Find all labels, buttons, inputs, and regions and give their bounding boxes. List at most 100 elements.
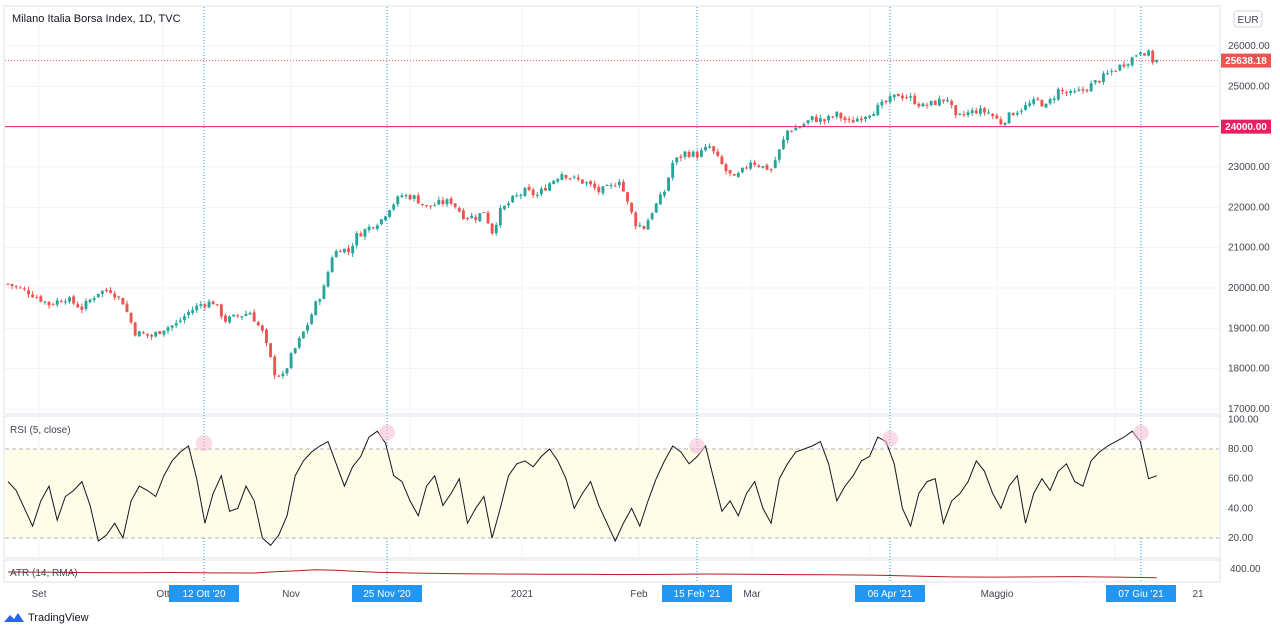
rsi-peak-marker xyxy=(882,430,898,447)
time-highlights: 12 Ott '20 25 Nov '20 15 Feb '21 06 Apr '21… xyxy=(169,585,1176,602)
candle-body xyxy=(84,301,88,309)
candle-body xyxy=(105,289,108,292)
candle-body xyxy=(999,119,1003,125)
candle-body xyxy=(18,287,22,289)
candle-body xyxy=(962,114,966,116)
candle-body xyxy=(712,146,716,152)
candle-body xyxy=(646,220,650,230)
atr-label: ATR (14, RMA) xyxy=(10,568,78,579)
candle-body xyxy=(552,180,556,184)
candle-body xyxy=(740,167,744,173)
candle-body xyxy=(486,212,490,224)
candle-body xyxy=(445,199,449,205)
candle-body xyxy=(527,186,531,191)
candle-body xyxy=(68,297,71,302)
candle-body xyxy=(1019,110,1023,112)
candle-body xyxy=(109,290,113,293)
candle-body xyxy=(991,113,995,117)
candle-body xyxy=(1155,59,1159,63)
candle-body xyxy=(798,127,802,129)
candle-body xyxy=(310,314,314,325)
candle-body xyxy=(1147,50,1151,56)
candle-body xyxy=(219,304,223,317)
rsi-tick-label: 20.00 xyxy=(1228,533,1253,544)
candle-body xyxy=(470,215,474,219)
candle-body xyxy=(601,186,605,194)
candle-body xyxy=(301,331,305,339)
candle-body xyxy=(1056,89,1060,100)
candle-body xyxy=(158,331,162,335)
time-axis[interactable]: Set Ott Nov 2021 Feb Mar Maggio 21 xyxy=(31,589,1204,600)
candle-body xyxy=(642,226,646,230)
candle-body xyxy=(683,151,687,157)
candle-body xyxy=(1032,99,1036,104)
candle-body xyxy=(289,353,293,369)
price-scale[interactable]: 17000.00 18000.00 19000.00 20000.00 21000.00… xyxy=(1228,41,1270,415)
candle-body xyxy=(995,115,999,119)
last-price-label: 25638.18 xyxy=(1225,56,1267,67)
price-tick-label: 18000.00 xyxy=(1228,364,1270,375)
candles xyxy=(6,49,1159,379)
candle-body xyxy=(777,149,781,160)
candle-body xyxy=(269,343,273,358)
candle-body xyxy=(621,181,625,192)
atr-pane xyxy=(3,559,1221,583)
candle-body xyxy=(1085,89,1089,91)
candle-body xyxy=(228,316,231,323)
candle-body xyxy=(137,331,141,337)
candle-body xyxy=(1118,64,1122,71)
level-tag: 24000.00 xyxy=(1221,119,1271,134)
candle-body xyxy=(113,293,117,298)
candle-body xyxy=(613,185,617,187)
candle-body xyxy=(457,208,461,212)
candle-body xyxy=(987,112,991,114)
candle-body xyxy=(905,97,908,99)
candle-body xyxy=(51,304,55,306)
candle-body xyxy=(252,312,256,322)
candle-body xyxy=(117,296,121,298)
candle-body xyxy=(802,124,806,127)
candle-body xyxy=(859,118,863,121)
rsi-line xyxy=(7,430,1157,547)
candle-body xyxy=(1015,112,1019,115)
candle-body xyxy=(154,332,158,337)
candle-body xyxy=(933,100,937,105)
atr-scale[interactable]: 400.00 xyxy=(1230,564,1261,575)
candle-body xyxy=(786,130,789,141)
candle-body xyxy=(515,195,519,197)
candle-body xyxy=(888,96,892,103)
candle-body xyxy=(913,95,917,105)
candle-body xyxy=(22,288,26,290)
candle-body xyxy=(236,315,240,317)
time-label-ott: Ott xyxy=(156,589,170,600)
rsi-band xyxy=(5,449,1219,538)
chart-canvas: Milano Italia Borsa Index, 1D, TVC EUR R… xyxy=(3,5,1271,602)
candle-body xyxy=(170,325,174,328)
candle-body xyxy=(929,100,933,106)
rsi-peak-marker xyxy=(689,438,705,455)
price-tick-label: 19000.00 xyxy=(1228,323,1270,334)
candle-body xyxy=(1097,80,1101,83)
candle-body xyxy=(560,174,564,180)
candle-body xyxy=(814,116,818,122)
time-label-feb: Feb xyxy=(630,589,648,600)
candle-body xyxy=(1003,122,1007,125)
candle-body xyxy=(265,329,268,344)
candle-body xyxy=(564,175,568,179)
rsi-peak-marker xyxy=(1133,424,1149,441)
candle-body xyxy=(244,313,248,316)
candle-body xyxy=(572,176,576,178)
candle-body xyxy=(749,162,753,169)
candle-body xyxy=(76,304,80,308)
candle-body xyxy=(1073,90,1077,93)
candle-body xyxy=(96,293,100,298)
candle-body xyxy=(745,167,748,169)
candle-body xyxy=(868,115,872,118)
candle-body xyxy=(129,313,133,323)
currency-badge[interactable]: EUR xyxy=(1233,10,1263,28)
rsi-scale[interactable]: 20.00 40.00 60.00 80.00 100.00 xyxy=(1228,414,1259,544)
candle-body xyxy=(285,368,289,374)
footer[interactable]: TradingView xyxy=(4,612,89,624)
candle-body xyxy=(466,217,469,219)
time-highlight-label: 12 Ott '20 xyxy=(182,589,225,600)
